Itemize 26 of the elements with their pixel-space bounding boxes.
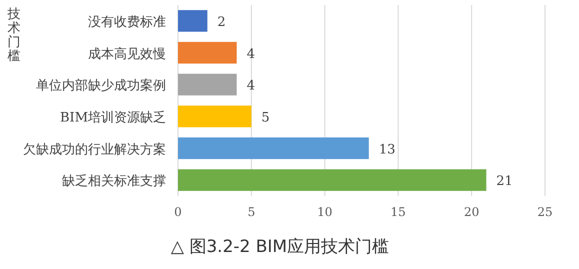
bar [178,106,252,128]
x-tick-label: 5 [248,205,256,219]
text: △ 图3.2-2 BIM应用技术门槛 [170,237,390,257]
x-tick-label: 10 [317,205,332,219]
bar [178,169,486,191]
y-tick-label: 没有收费标准 [88,14,166,30]
y-axis-title: 技术门槛 [6,7,20,64]
data-label: 13 [378,142,396,158]
y-tick-label: 单位内部缺少成功案例 [36,78,166,94]
data-label: 4 [246,46,255,62]
data-label: 4 [246,78,255,94]
bar [178,74,237,96]
x-tick-label: 0 [174,205,182,219]
y-tick-label: 缺乏相关标准支撑 [62,174,166,190]
bar [178,137,369,160]
data-label: 2 [217,14,226,30]
x-tick-label: 15 [390,205,406,219]
data-label: 5 [261,110,270,126]
data-label: 21 [496,174,513,190]
x-tick-label: 25 [537,205,553,219]
bar [178,42,237,64]
y-tick-label: 成本高见效慢 [88,46,166,62]
y-tick-label: BIM培训资源缺乏 [60,110,166,126]
x-tick-label: 20 [464,205,480,219]
y-tick-label: 欠缺成功的行业解决方案 [23,141,166,158]
bar [178,10,208,32]
